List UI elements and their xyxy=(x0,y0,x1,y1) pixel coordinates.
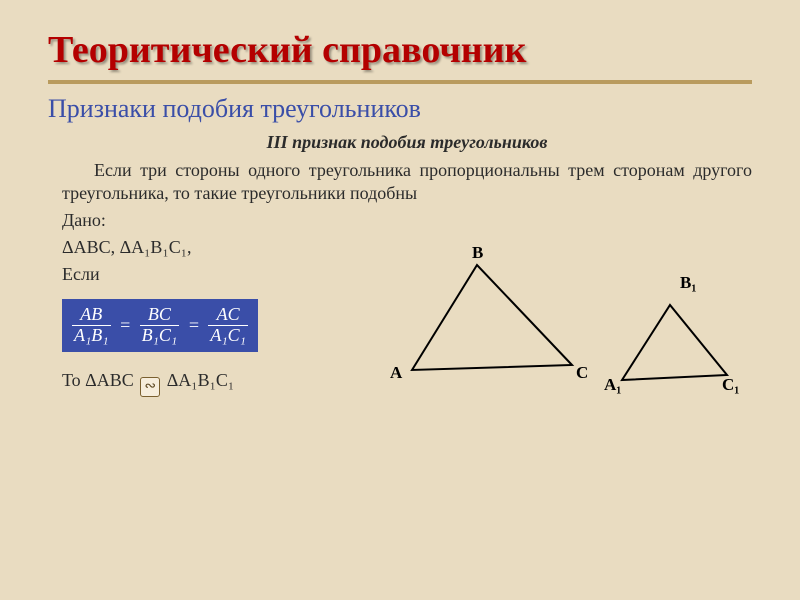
theorem-name: III признак подобия треугольников xyxy=(62,132,752,153)
fraction-2: BC B₁C₁ xyxy=(140,305,180,346)
subtitle: Признаки подобия треугольников xyxy=(48,94,752,124)
triangle-a1b1c1 xyxy=(622,305,727,380)
conclusion-prefix: То ΔABC xyxy=(62,370,134,390)
equals-2: = xyxy=(184,315,204,336)
proportion-formula: AB A₁B₁ = BC B₁C₁ = AC A₁C₁ xyxy=(62,299,258,352)
slide: Теоритический справочник Признаки подоби… xyxy=(0,0,800,600)
vertex-label-A: A xyxy=(390,363,402,383)
fraction-1: AB A₁B₁ xyxy=(72,305,111,346)
theorem-body: Если три стороны одного треугольника про… xyxy=(62,159,752,204)
vertex-label-A1: A₁ xyxy=(604,375,621,395)
vertex-label-B1: B₁ xyxy=(680,273,696,293)
vertex-label-C: C xyxy=(576,363,588,383)
given-label: Дано: xyxy=(62,210,752,231)
page-title: Теоритический справочник xyxy=(48,28,752,72)
triangles-diagram: A B C A₁ B₁ C₁ xyxy=(352,250,752,410)
similarity-icon: ∾ xyxy=(140,377,160,397)
title-underline xyxy=(48,80,752,84)
fraction-3: AC A₁C₁ xyxy=(208,305,248,346)
vertex-label-C1: C₁ xyxy=(722,375,739,395)
equals-1: = xyxy=(115,315,135,336)
triangle-abc xyxy=(412,265,572,370)
vertex-label-B: B xyxy=(472,243,483,263)
conclusion-suffix: ΔA₁B₁C₁ xyxy=(167,370,234,390)
